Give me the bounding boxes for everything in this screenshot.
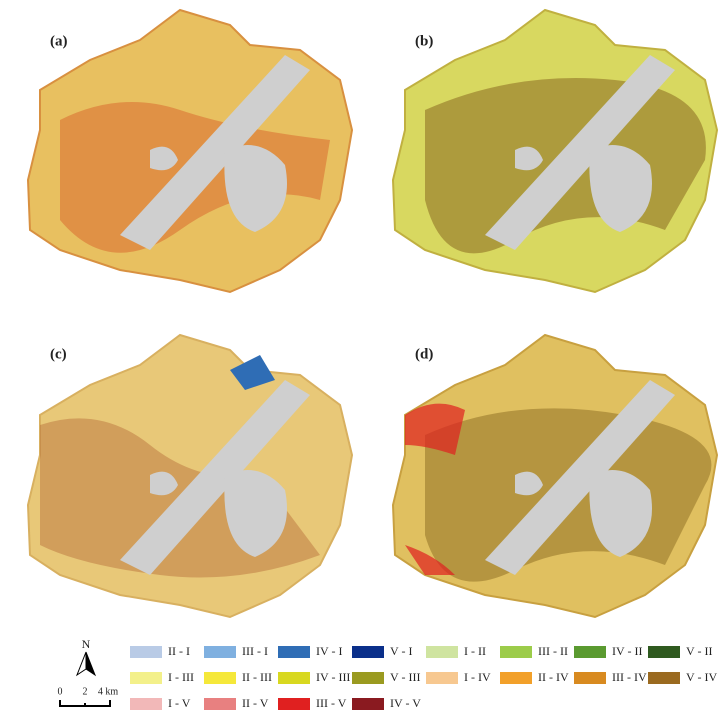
legend-label: V - IV (686, 670, 717, 684)
legend-label: III - II (538, 644, 568, 658)
legend-label: II - V (242, 696, 269, 710)
map-panel-b: (b) (393, 10, 717, 292)
legend-swatch (204, 698, 236, 710)
scale-label: 2 (83, 686, 88, 697)
legend-swatch (204, 672, 236, 684)
legend-swatch (574, 672, 606, 684)
legend-swatch (352, 672, 384, 684)
scale-label: 4 km (98, 686, 119, 697)
legend-label: V - II (686, 644, 712, 658)
legend-swatch (500, 646, 532, 658)
panel-label: (d) (415, 346, 433, 362)
legend-label: I - II (464, 644, 486, 658)
legend-swatch (278, 698, 310, 710)
legend-label: II - I (168, 644, 190, 658)
legend-swatch (204, 646, 236, 658)
legend-swatch (352, 646, 384, 658)
legend-label: V - III (390, 670, 420, 684)
figure: (a) (b) (c) (d) N 0 2 4 km II - IIII - I… (0, 0, 728, 713)
legend-label: I - III (168, 670, 194, 684)
map-panel-c: (c) (28, 335, 352, 617)
legend-swatch (648, 646, 680, 658)
legend-label: II - IV (538, 670, 569, 684)
scale-bar: 0 2 4 km (58, 686, 119, 706)
legend-label: II - III (242, 670, 272, 684)
panel-label: (a) (50, 33, 68, 49)
legend-swatch (426, 646, 458, 658)
legend-label: IV - V (390, 696, 421, 710)
legend-label: IV - III (316, 670, 350, 684)
legend-swatch (648, 672, 680, 684)
legend-label: I - V (168, 696, 191, 710)
legend-swatch (500, 672, 532, 684)
legend-swatch (278, 672, 310, 684)
north-arrow: N (77, 637, 95, 675)
legend-label: IV - I (316, 644, 342, 658)
legend-label: III - IV (612, 670, 647, 684)
map-panel-a: (a) (28, 10, 352, 292)
legend-swatch (278, 646, 310, 658)
north-label: N (82, 637, 91, 651)
legend-swatch (130, 698, 162, 710)
legend-label: III - V (316, 696, 347, 710)
legend-label: I - IV (464, 670, 491, 684)
legend-label: III - I (242, 644, 268, 658)
scale-label: 0 (58, 686, 63, 697)
panel-label: (c) (50, 346, 67, 362)
legend-swatch (352, 698, 384, 710)
map-panel-d: (d) (393, 335, 717, 617)
panel-label: (b) (415, 33, 433, 49)
legend-swatch (130, 672, 162, 684)
legend-swatch (574, 646, 606, 658)
legend-swatch (426, 672, 458, 684)
legend-label: IV - II (612, 644, 642, 658)
legend-label: V - I (390, 644, 412, 658)
legend-swatch (130, 646, 162, 658)
